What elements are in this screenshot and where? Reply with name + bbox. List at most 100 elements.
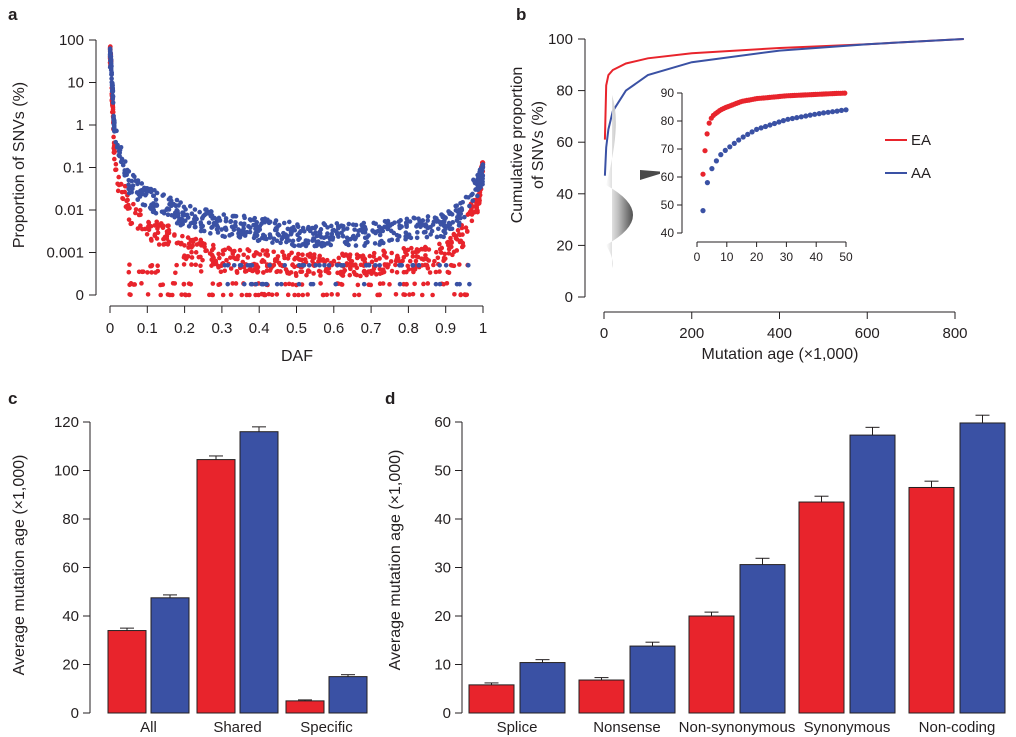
panel-a-point-ea	[377, 256, 382, 261]
panel-b-inset-point-aa	[821, 110, 827, 116]
panel-a-point-ea	[124, 198, 129, 204]
panel-a-point-ea	[305, 269, 311, 274]
panel-a-point-ea	[292, 264, 297, 270]
panel-b-line-aa	[603, 38, 964, 176]
panel-a-point-aa	[216, 215, 222, 221]
panel-a-x-tick-label: 0.4	[249, 320, 270, 337]
panel-a-point-aa	[192, 214, 198, 219]
panel-a-point-aa	[458, 211, 464, 217]
panel-a-point-aa	[200, 215, 205, 220]
panel-a-point-ea	[253, 292, 258, 298]
panel-a-point-aa	[199, 223, 205, 229]
panel-a-point-ea	[198, 237, 204, 243]
panel-a-point-ea	[113, 167, 118, 172]
panel-a-point-aa	[447, 222, 453, 227]
panel-a-point-ea	[437, 269, 442, 274]
panel-a-point-ea	[260, 248, 266, 253]
panel-b-inset-point-ea	[706, 120, 712, 126]
panel-a-point-ea	[467, 209, 473, 215]
panel-a-point-ea	[441, 255, 447, 261]
panel-a-point-aa	[414, 235, 420, 241]
panel-a-point-aa	[166, 207, 172, 212]
panel-a-point-ea	[382, 250, 388, 255]
panel-d-category-label: Splice	[497, 719, 538, 736]
panel-a-point-ea	[369, 259, 375, 265]
panel-a-point-aa	[418, 224, 423, 230]
panel-a-point-aa	[225, 262, 231, 268]
panel-a-point-ea	[133, 210, 138, 216]
panel-c-y-tick-label: 100	[54, 463, 79, 480]
panel-b-inset-point-aa	[713, 158, 720, 164]
panel-a-point-ea	[438, 250, 444, 255]
panel-a-point-aa	[273, 218, 279, 223]
panel-a-point-ea	[424, 256, 430, 262]
panel-a-point-ea	[193, 250, 199, 255]
panel-a-y-tick-label: 100	[59, 32, 84, 49]
panel-a-point-ea	[402, 292, 408, 298]
panel-c-bar	[285, 700, 325, 714]
panel-a-x-tick-label: 0.3	[211, 320, 232, 337]
panel-a-point-ea	[112, 156, 117, 162]
panel-a-point-ea	[216, 282, 221, 288]
panel-label-d: d	[385, 389, 395, 408]
panel-a-point-ea	[180, 233, 185, 239]
panel-a-point-aa	[442, 230, 448, 236]
panel-a-point-aa	[215, 224, 221, 230]
panel-a-point-ea	[477, 198, 482, 204]
panel-a-point-ea	[394, 270, 400, 275]
panel-a-point-aa	[406, 234, 412, 240]
panel-a-point-ea	[216, 263, 221, 269]
panel-a-point-ea	[347, 272, 353, 278]
panel-c-y-tick-label: 0	[71, 705, 79, 722]
panel-a-point-ea	[234, 270, 240, 275]
panel-a-point-ea	[140, 269, 145, 275]
panel-c-plot: 0 20 40 60 80 100 120 All Shared Specific	[54, 414, 368, 736]
panel-a-point-ea	[336, 255, 342, 261]
panel-a-point-ea	[421, 257, 426, 262]
panel-b-inset-y-tick-label: 40	[661, 226, 675, 240]
panel-a-point-ea	[448, 235, 453, 241]
panel-b-inset-point-aa	[771, 120, 778, 127]
panel-a-point-aa	[140, 202, 146, 207]
panel-a-point-ea	[193, 262, 199, 268]
panel-a-point-ea	[339, 282, 345, 287]
panel-a-point-ea	[209, 247, 215, 253]
panel-b-y-tick-label: 80	[556, 83, 573, 100]
panel-d-category-label: Non-coding	[919, 719, 996, 736]
panel-a-point-aa	[220, 233, 225, 239]
panel-a-point-ea	[133, 207, 139, 212]
panel-a-point-ea	[439, 245, 445, 251]
panel-b-x-tick-label: 800	[942, 325, 967, 342]
panel-a-point-ea	[261, 270, 266, 275]
panel-a-point-ea	[149, 270, 154, 275]
panel-a-point-aa	[295, 224, 301, 230]
panel-a-point-aa	[470, 191, 475, 197]
panel-a-point-aa	[457, 281, 462, 287]
panel-a-point-ea	[459, 244, 465, 250]
panel-a-point-aa	[389, 237, 395, 243]
panel-a-point-aa	[122, 159, 128, 164]
panel-a-point-ea	[278, 262, 283, 268]
panel-a-point-aa	[289, 242, 295, 247]
panel-a-point-ea	[264, 248, 270, 253]
panel-a-point-aa	[154, 202, 159, 207]
panel-a-point-ea	[423, 253, 428, 258]
panel-a-point-aa	[437, 281, 443, 287]
panel-a-point-ea	[414, 254, 419, 259]
panel-a-point-aa	[180, 221, 186, 227]
panel-a-point-aa	[353, 235, 358, 241]
panel-a-point-ea	[456, 231, 462, 237]
panel-d-ylabel: Average mutation age (×1,000)	[387, 450, 404, 671]
panel-a-point-aa	[110, 100, 116, 105]
panel-a-x-tick-label: 0.2	[174, 320, 195, 337]
panel-a-point-ea	[144, 231, 150, 237]
panel-a-point-aa	[270, 240, 275, 245]
panel-a-point-ea	[431, 262, 436, 268]
panel-a-point-ea	[160, 225, 166, 231]
panel-b-inset-point-aa	[834, 108, 840, 114]
panel-a-point-ea	[158, 292, 164, 298]
panel-a-point-ea	[410, 266, 416, 272]
panel-b-inset-point-ea	[700, 171, 706, 177]
panel-a-point-aa	[109, 70, 114, 75]
legend-label-aa: AA	[911, 165, 931, 182]
